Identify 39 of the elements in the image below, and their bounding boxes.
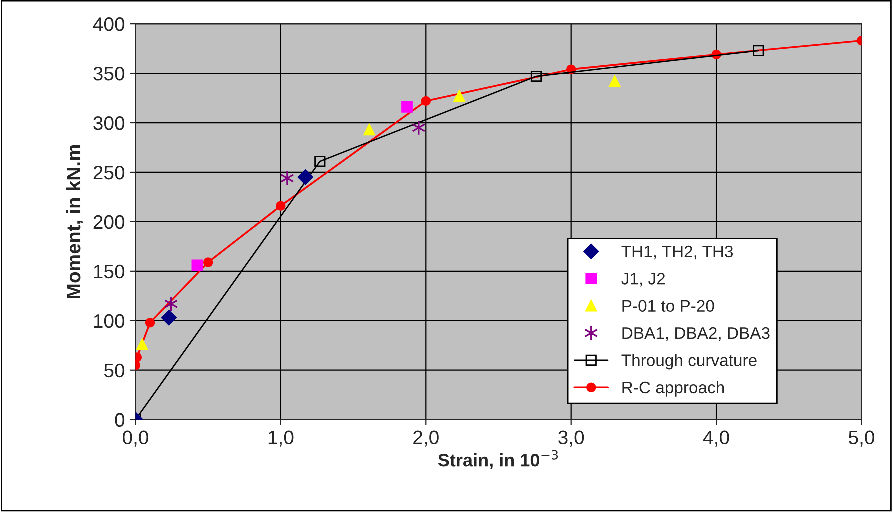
legend-label: TH1, TH2, TH3: [622, 246, 734, 260]
x-tick-label: 4,0: [703, 430, 730, 447]
point: [364, 124, 376, 136]
point: [136, 338, 148, 350]
y-tick-label: 200: [94, 215, 125, 230]
y-tick-label: 150: [94, 264, 125, 279]
y-tick-label: 0: [115, 413, 125, 428]
legend-label: DBA1, DBA2, DBA3: [622, 327, 770, 342]
y-tick-label: 350: [94, 67, 125, 81]
x-tick-label: 2,0: [414, 430, 439, 447]
y-tick-label: 300: [94, 116, 125, 130]
x-axis-title: Strain, in 10$^{−3}$: [438, 450, 558, 470]
y-axis-title: Moment, in kN.m: [66, 145, 84, 298]
point: [753, 45, 764, 56]
point: [192, 260, 204, 272]
y-tick-label: 100: [94, 314, 125, 328]
legend-label: J1, J2: [622, 273, 666, 287]
point: [609, 76, 621, 88]
point: [314, 156, 326, 168]
point: [276, 201, 286, 211]
point: [298, 170, 314, 186]
y-tick-label: 400: [93, 18, 125, 32]
x-tick-label: 0,0: [122, 430, 148, 447]
point: [161, 310, 177, 326]
point: [145, 318, 156, 328]
legend-label: Through curvature: [622, 354, 757, 370]
legend-label: R-C approach: [622, 381, 724, 397]
legend-label: P-01 to P-20: [622, 300, 714, 312]
point: [402, 101, 413, 113]
y-tick-label: 50: [104, 364, 125, 378]
point: [203, 258, 214, 268]
x-tick-label: 1,0: [268, 430, 294, 447]
point: [530, 70, 542, 82]
y-tick-label: 250: [94, 166, 125, 180]
point: [280, 170, 294, 186]
point: [421, 96, 431, 106]
x-tick-label: 3,0: [558, 430, 584, 447]
point: [454, 90, 466, 102]
x-tick-label: 5,0: [849, 430, 874, 447]
